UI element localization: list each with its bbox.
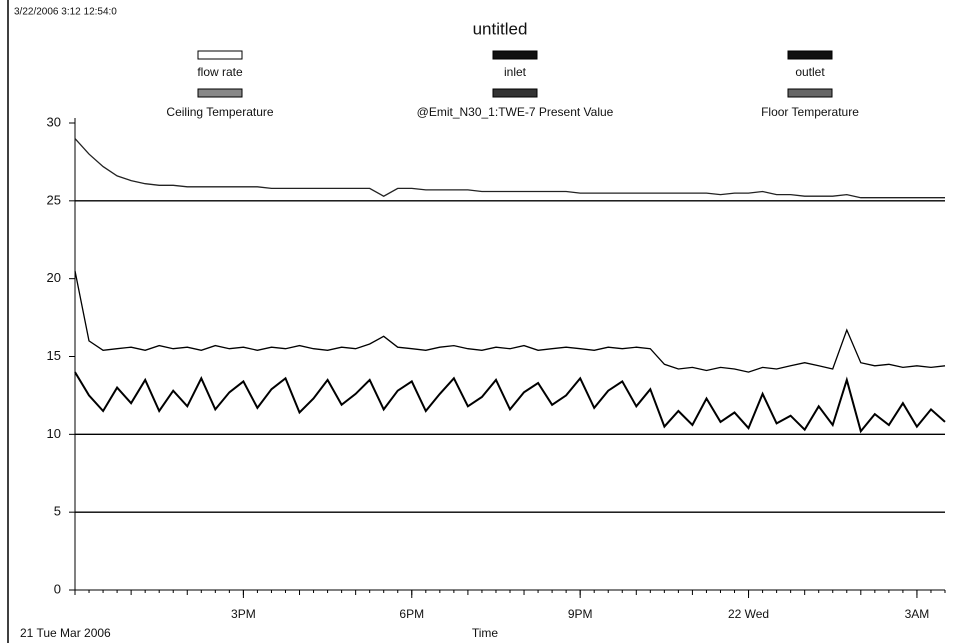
x-tick-label: 3AM — [905, 607, 930, 621]
date-label: 21 Tue Mar 2006 — [20, 626, 111, 640]
x-tick-label: 22 Wed — [728, 607, 769, 621]
legend-swatch — [197, 50, 243, 60]
legend-label: Ceiling Temperature — [166, 105, 273, 119]
legend-label: @Emit_N30_1:TWE-7 Present Value — [417, 105, 614, 119]
y-tick-label: 30 — [47, 114, 61, 129]
x-axis-label: Time — [472, 626, 499, 640]
legend-label: Floor Temperature — [761, 105, 859, 119]
chart-title: untitled — [473, 19, 528, 38]
legend-swatch — [787, 88, 833, 98]
x-tick-label: 9PM — [568, 607, 593, 621]
series-line — [74, 371, 946, 434]
y-tick-label: 15 — [47, 348, 61, 363]
legend-swatch — [492, 88, 538, 98]
legend-label: flow rate — [197, 65, 243, 79]
x-tick-label: 3PM — [231, 607, 256, 621]
series-line — [74, 270, 946, 373]
x-tick-label: 6PM — [399, 607, 424, 621]
legend-swatch — [492, 50, 538, 60]
y-tick-label: 0 — [54, 581, 61, 596]
series-line — [74, 138, 945, 199]
y-tick-label: 20 — [47, 270, 61, 285]
y-tick-label: 25 — [47, 192, 61, 207]
legend-swatch — [787, 50, 833, 60]
legend-swatch — [197, 88, 243, 98]
y-tick-label: 5 — [54, 504, 61, 519]
legend-label: outlet — [795, 65, 825, 79]
y-tick-label: 10 — [47, 426, 61, 441]
legend-label: inlet — [504, 65, 527, 79]
timestamp: 3/22/2006 3:12 12:54:0 — [14, 7, 117, 18]
